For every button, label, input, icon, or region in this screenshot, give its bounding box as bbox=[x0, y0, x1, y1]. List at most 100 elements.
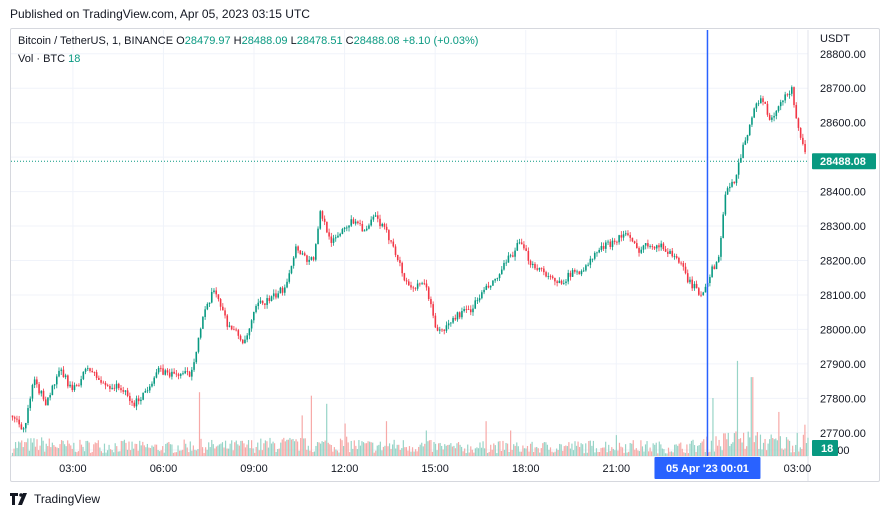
volume-bar bbox=[168, 441, 170, 456]
volume-bar bbox=[229, 443, 231, 456]
candle-body bbox=[667, 251, 669, 254]
published-caption: Published on TradingView.com, Apr 05, 20… bbox=[10, 7, 310, 21]
volume-bar bbox=[727, 432, 729, 456]
volume-bar bbox=[47, 446, 49, 456]
volume-bar bbox=[511, 449, 513, 456]
volume-bar bbox=[209, 447, 211, 456]
candle-body bbox=[527, 250, 530, 261]
candle-body bbox=[735, 174, 738, 184]
volume-bar bbox=[280, 442, 282, 456]
volume-bar bbox=[502, 440, 504, 456]
candle-body bbox=[651, 246, 654, 247]
volume-bar bbox=[506, 443, 509, 456]
candle-body bbox=[709, 276, 711, 284]
candle-body bbox=[463, 309, 465, 312]
candle-body bbox=[724, 194, 727, 215]
volume-bar bbox=[172, 452, 175, 456]
candle-body bbox=[768, 114, 771, 120]
candle-body bbox=[591, 258, 594, 260]
volume-bar bbox=[310, 395, 312, 456]
candle-body bbox=[162, 368, 164, 375]
volume-bar bbox=[372, 442, 374, 456]
time-tick-label: 03:00 bbox=[59, 463, 87, 475]
volume-bar bbox=[503, 449, 506, 456]
candle-body bbox=[680, 262, 682, 264]
time-tick-label: 06:00 bbox=[150, 463, 178, 475]
volume-bar bbox=[356, 449, 358, 456]
candle-body bbox=[450, 322, 452, 324]
volume-bar bbox=[525, 448, 527, 456]
candle-body bbox=[562, 283, 565, 284]
chart-frame[interactable] bbox=[10, 28, 880, 482]
volume-bar bbox=[283, 437, 285, 456]
volume-bar bbox=[660, 444, 662, 456]
volume-bar bbox=[335, 449, 337, 456]
candle-body bbox=[498, 274, 501, 279]
volume-bar bbox=[592, 440, 594, 456]
price-tick-label: 27800.00 bbox=[820, 393, 866, 405]
volume-bar bbox=[784, 448, 786, 456]
candle-body bbox=[135, 398, 138, 407]
volume-bar bbox=[221, 442, 224, 456]
candle-body bbox=[246, 335, 248, 340]
volume-bar bbox=[76, 452, 78, 456]
candle-body bbox=[337, 235, 339, 238]
tradingview-logo-icon bbox=[10, 493, 30, 505]
volume-bar bbox=[615, 435, 617, 456]
candle-body bbox=[239, 335, 242, 340]
candle-body bbox=[157, 367, 160, 373]
volume-bar bbox=[756, 432, 758, 456]
candle-body bbox=[578, 271, 581, 275]
candle-body bbox=[202, 316, 204, 329]
candle-body bbox=[605, 242, 607, 249]
volume-bar bbox=[523, 448, 526, 456]
candle-body bbox=[620, 235, 623, 238]
volume-bar bbox=[441, 445, 443, 456]
candle-body bbox=[361, 224, 364, 232]
candle-body bbox=[184, 371, 186, 374]
volume-bar bbox=[537, 448, 539, 456]
candle-body bbox=[733, 181, 736, 184]
volume-bar bbox=[145, 447, 147, 456]
volume-bar bbox=[474, 448, 476, 456]
volume-bar bbox=[695, 451, 697, 456]
volume-bar bbox=[445, 445, 447, 456]
candle-body bbox=[385, 226, 388, 231]
volume-bar bbox=[401, 448, 403, 456]
volume-bar bbox=[617, 450, 619, 456]
volume-bar bbox=[773, 439, 775, 456]
volume-bar bbox=[603, 447, 605, 456]
volume-bar bbox=[693, 445, 696, 456]
volume-bar bbox=[601, 447, 604, 456]
volume-bar bbox=[316, 442, 319, 456]
candle-body bbox=[684, 266, 687, 274]
price-tick-label: 27900.00 bbox=[820, 359, 866, 371]
volume-bar bbox=[483, 448, 486, 456]
candle-body bbox=[390, 240, 392, 242]
candle-body bbox=[129, 395, 131, 401]
candle-body bbox=[102, 382, 105, 384]
volume-bar bbox=[67, 440, 69, 456]
candle-body bbox=[602, 246, 605, 249]
candle-body bbox=[95, 372, 98, 378]
candle-body bbox=[788, 93, 791, 96]
volume-bar bbox=[373, 452, 375, 456]
volume-bar bbox=[448, 444, 450, 456]
candle-body bbox=[456, 312, 459, 320]
volume-bar bbox=[255, 446, 257, 456]
candle-body bbox=[226, 315, 229, 327]
candle-body bbox=[16, 418, 18, 420]
volume-bar bbox=[801, 448, 803, 456]
volume-bar bbox=[226, 448, 228, 456]
candle-body bbox=[622, 234, 625, 238]
volume-bar bbox=[296, 441, 299, 456]
volume-bar bbox=[583, 453, 585, 456]
volume-bar bbox=[50, 447, 52, 456]
volume-bar bbox=[796, 432, 798, 456]
volume-bar bbox=[684, 452, 686, 456]
volume-bar bbox=[205, 447, 207, 456]
volume-bar bbox=[582, 444, 584, 456]
volume-bar bbox=[218, 444, 221, 456]
candle-body bbox=[516, 243, 519, 251]
